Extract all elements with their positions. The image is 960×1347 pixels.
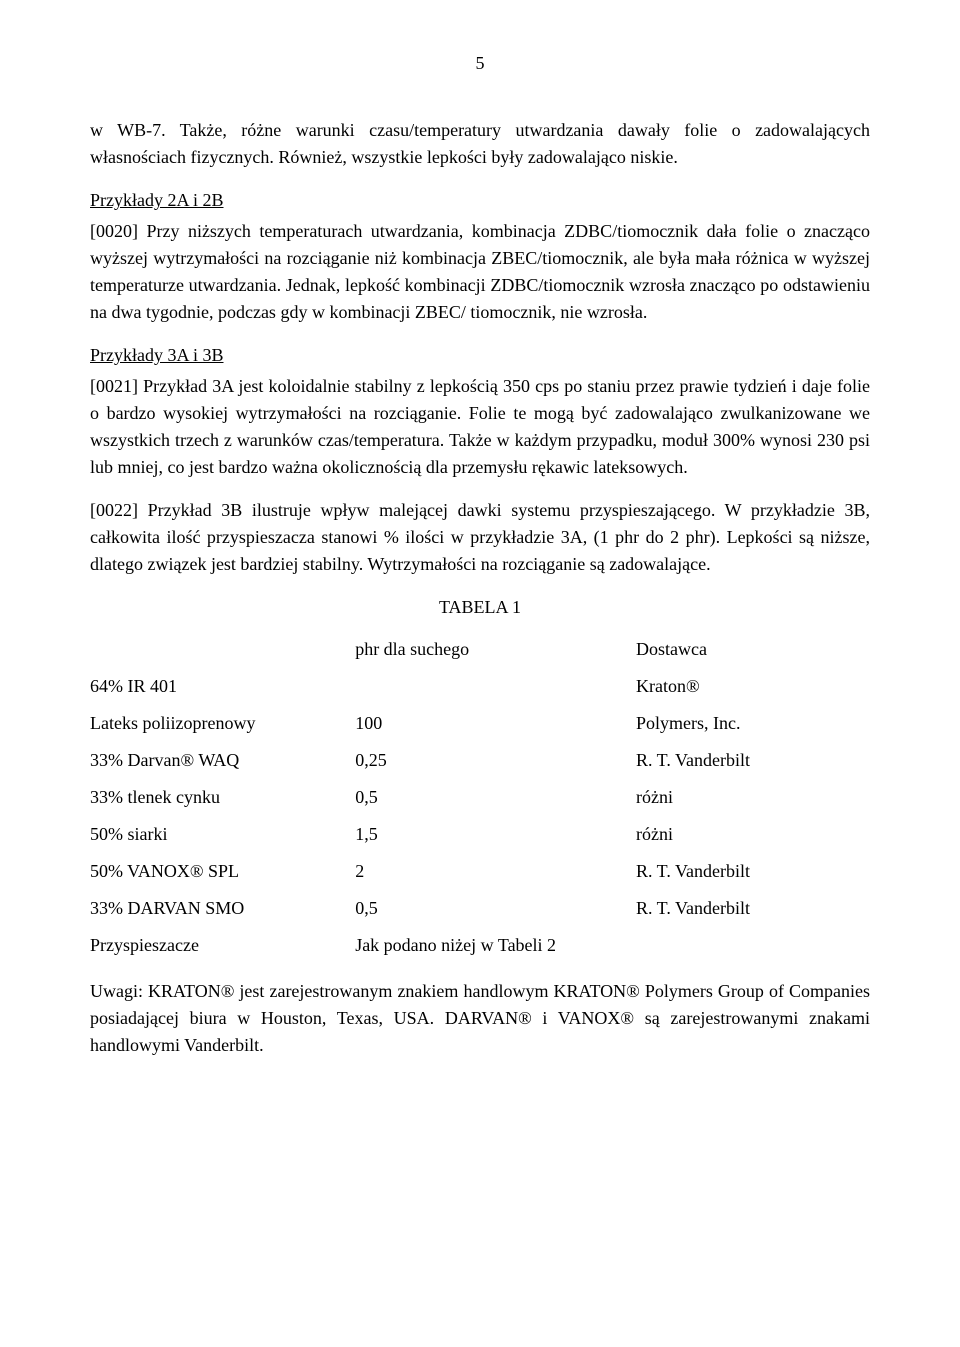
table-row: 50% siarki 1,5 różni bbox=[90, 816, 870, 853]
table-cell: R. T. Vanderbilt bbox=[636, 890, 870, 927]
table-cell bbox=[355, 668, 636, 705]
table-row: Lateks poliizoprenowy 100 Polymers, Inc. bbox=[90, 705, 870, 742]
paragraph-0020: [0020] Przy niższych temperaturach utwar… bbox=[90, 218, 870, 326]
table-row: 33% Darvan® WAQ 0,25 R. T. Vanderbilt bbox=[90, 742, 870, 779]
table-row: 33% DARVAN SMO 0,5 R. T. Vanderbilt bbox=[90, 890, 870, 927]
table-cell: 33% tlenek cynku bbox=[90, 779, 355, 816]
paragraph-intro: w WB-7. Także, różne warunki czasu/tempe… bbox=[90, 117, 870, 171]
table-cell: różni bbox=[636, 779, 870, 816]
table-cell: 33% Darvan® WAQ bbox=[90, 742, 355, 779]
table-cell: 33% DARVAN SMO bbox=[90, 890, 355, 927]
table-header-c1 bbox=[90, 631, 355, 668]
table-cell: R. T. Vanderbilt bbox=[636, 853, 870, 890]
table-cell: różni bbox=[636, 816, 870, 853]
heading-examples-2a-2b: Przykłady 2A i 2B bbox=[90, 187, 870, 214]
table-cell: 50% VANOX® SPL bbox=[90, 853, 355, 890]
table-cell: Polymers, Inc. bbox=[636, 705, 870, 742]
table-cell: 2 bbox=[355, 853, 636, 890]
table-cell: Jak podano niżej w Tabeli 2 bbox=[355, 927, 636, 964]
table-header-c3: Dostawca bbox=[636, 631, 870, 668]
paragraph-0021: [0021] Przykład 3A jest koloidalnie stab… bbox=[90, 373, 870, 481]
table-row: 33% tlenek cynku 0,5 różni bbox=[90, 779, 870, 816]
table-cell: Kraton® bbox=[636, 668, 870, 705]
table-cell: 0,5 bbox=[355, 779, 636, 816]
table-row: Przyspieszacze Jak podano niżej w Tabeli… bbox=[90, 927, 870, 964]
table-cell: 100 bbox=[355, 705, 636, 742]
table-cell: R. T. Vanderbilt bbox=[636, 742, 870, 779]
table-row: 50% VANOX® SPL 2 R. T. Vanderbilt bbox=[90, 853, 870, 890]
table-header-c2: phr dla suchego bbox=[355, 631, 636, 668]
table-header-row: phr dla suchego Dostawca bbox=[90, 631, 870, 668]
page-number: 5 bbox=[90, 50, 870, 77]
table-row: 64% IR 401 Kraton® bbox=[90, 668, 870, 705]
table-cell: Przyspieszacze bbox=[90, 927, 355, 964]
table-cell: 64% IR 401 bbox=[90, 668, 355, 705]
table-cell bbox=[636, 927, 870, 964]
table-cell: 0,25 bbox=[355, 742, 636, 779]
table-cell: 50% siarki bbox=[90, 816, 355, 853]
table-cell: 0,5 bbox=[355, 890, 636, 927]
paragraph-0022: [0022] Przykład 3B ilustruje wpływ malej… bbox=[90, 497, 870, 578]
heading-examples-3a-3b: Przykłady 3A i 3B bbox=[90, 342, 870, 369]
composition-table: phr dla suchego Dostawca 64% IR 401 Krat… bbox=[90, 631, 870, 964]
table-cell: Lateks poliizoprenowy bbox=[90, 705, 355, 742]
table-title: TABELA 1 bbox=[90, 594, 870, 621]
table-cell: 1,5 bbox=[355, 816, 636, 853]
table-footnote: Uwagi: KRATON® jest zarejestrowanym znak… bbox=[90, 978, 870, 1059]
